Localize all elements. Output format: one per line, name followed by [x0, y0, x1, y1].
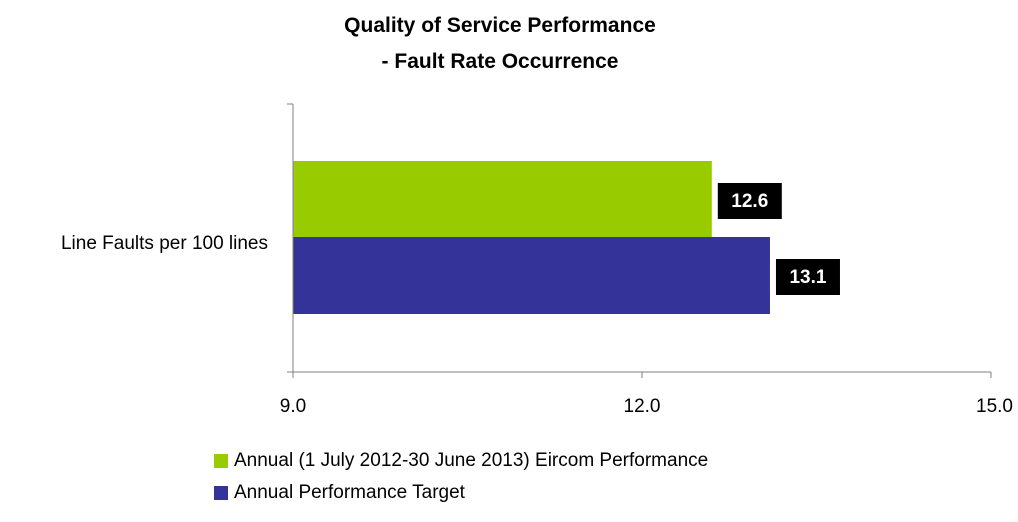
- chart-svg: Quality of Service Performance - Fault R…: [61, 14, 1013, 417]
- x-tick-label: 9.0: [280, 396, 306, 417]
- category-label: Line Faults per 100 lines: [61, 233, 268, 254]
- data-label-box-target: [775, 259, 840, 295]
- bar-target: [293, 237, 770, 314]
- legend-label-performance: Annual (1 July 2012-30 June 2013) Eircom…: [234, 450, 709, 471]
- legend-item-target: Annual Performance Target: [214, 482, 708, 504]
- legend-swatch-performance: [214, 454, 228, 468]
- x-tick-label: 12.0: [624, 396, 661, 417]
- x-axis-ticks: 9.0 12.0 15.0: [280, 372, 1013, 417]
- bar-performance: [293, 161, 712, 238]
- chart-title-line-1: Quality of Service Performance: [344, 14, 656, 37]
- data-label-target: 13.1: [789, 267, 826, 288]
- legend: Annual (1 July 2012-30 June 2013) Eircom…: [214, 450, 708, 514]
- legend-swatch-target: [214, 486, 228, 500]
- x-tick-label: 15.0: [976, 396, 1013, 417]
- data-label-performance: 12.6: [731, 191, 768, 212]
- legend-item-performance: Annual (1 July 2012-30 June 2013) Eircom…: [214, 450, 708, 472]
- legend-label-target: Annual Performance Target: [234, 482, 465, 503]
- plot-area: 12.6 13.1: [293, 161, 840, 314]
- data-label-box-performance: [717, 183, 782, 219]
- chart-title-line-2: - Fault Rate Occurrence: [382, 50, 619, 73]
